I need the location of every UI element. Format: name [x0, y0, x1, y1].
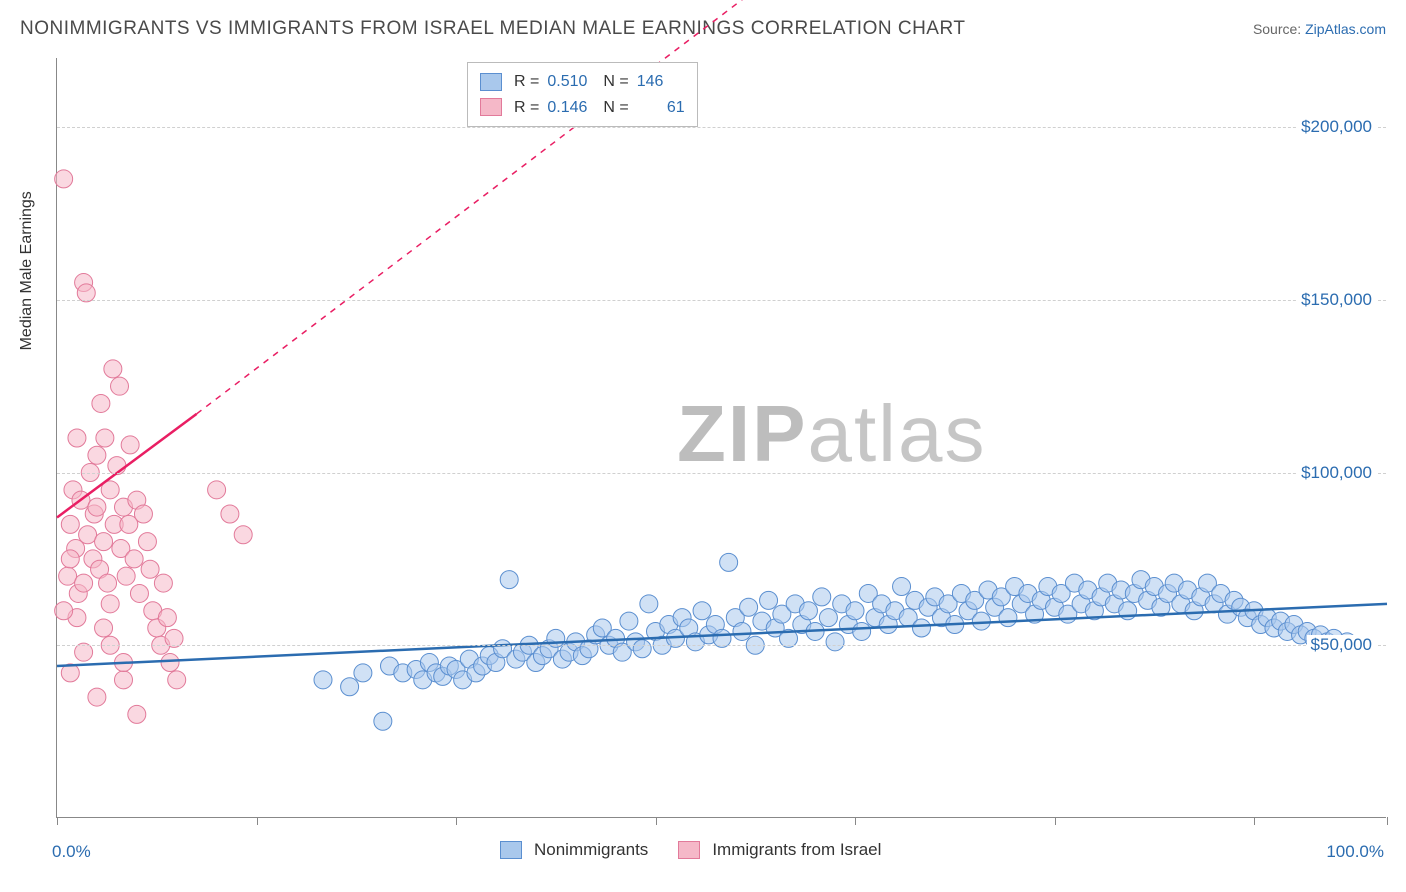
chart-header: NONIMMIGRANTS VS IMMIGRANTS FROM ISRAEL …: [20, 18, 1386, 40]
legend-swatch-nonimmigrants: [500, 841, 522, 859]
legend-label-0: Nonimmigrants: [534, 840, 648, 860]
y-tick-label: $150,000: [1297, 290, 1376, 310]
y-tick-label: $200,000: [1297, 117, 1376, 137]
stat-R-label: R =: [514, 95, 539, 121]
scatter-plot-svg: [57, 58, 1386, 817]
stat-N-label: N =: [603, 69, 628, 95]
source-prefix: Source:: [1253, 21, 1305, 37]
stats-legend-box: R = 0.510 N = 146 R = 0.146 N = 61: [467, 62, 698, 127]
x-axis-max-label: 100.0%: [1326, 842, 1384, 862]
stat-R-value-1: 0.146: [547, 95, 595, 121]
swatch-nonimmigrants: [480, 73, 502, 91]
y-tick-label: $50,000: [1307, 635, 1376, 655]
stat-R-label: R =: [514, 69, 539, 95]
legend-swatch-immigrants: [678, 841, 700, 859]
stat-N-value-1: 61: [637, 95, 685, 121]
stats-row-nonimmigrants: R = 0.510 N = 146: [480, 69, 685, 95]
legend-label-1: Immigrants from Israel: [712, 840, 881, 860]
stat-R-value-0: 0.510: [547, 69, 595, 95]
legend-item-nonimmigrants: Nonimmigrants: [500, 840, 648, 860]
swatch-immigrants: [480, 98, 502, 116]
stat-N-label: N =: [603, 95, 628, 121]
stat-N-value-0: 146: [637, 69, 685, 95]
legend-item-immigrants: Immigrants from Israel: [678, 840, 881, 860]
y-axis-label: Median Male Earnings: [18, 191, 36, 350]
chart-title: NONIMMIGRANTS VS IMMIGRANTS FROM ISRAEL …: [20, 18, 965, 40]
x-axis-min-label: 0.0%: [52, 842, 91, 862]
legend-bottom: Nonimmigrants Immigrants from Israel: [500, 840, 881, 860]
source-attribution: Source: ZipAtlas.com: [1253, 21, 1386, 37]
stats-row-immigrants: R = 0.146 N = 61: [480, 95, 685, 121]
chart-plot-area: ZIPatlas R = 0.510 N = 146 R = 0.146 N =…: [56, 58, 1386, 818]
source-link[interactable]: ZipAtlas.com: [1305, 21, 1386, 37]
y-tick-label: $100,000: [1297, 463, 1376, 483]
